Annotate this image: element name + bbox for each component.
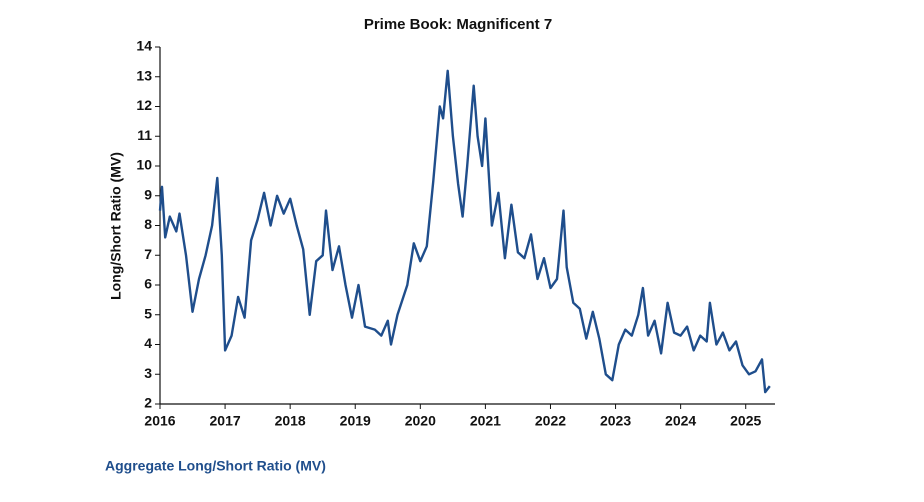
y-tick-label: 7 xyxy=(144,246,152,262)
legend-label: Aggregate Long/Short Ratio (MV) xyxy=(105,458,326,474)
y-tick-label: 5 xyxy=(144,305,152,321)
x-tick-label: 2020 xyxy=(405,413,436,429)
x-tick-label: 2016 xyxy=(144,413,175,429)
y-tick-label: 9 xyxy=(144,186,152,202)
x-tick-label: 2021 xyxy=(470,413,501,429)
y-tick-label: 6 xyxy=(144,276,152,292)
line-series xyxy=(158,69,771,394)
x-tick-label: 2017 xyxy=(210,413,241,429)
x-tick-label: 2018 xyxy=(275,413,306,429)
x-tick-label: 2025 xyxy=(730,413,761,429)
y-tick-label: 3 xyxy=(144,365,152,381)
y-tick-label: 4 xyxy=(144,335,152,351)
y-tick-label: 13 xyxy=(136,67,152,83)
y-tick-label: 8 xyxy=(144,216,152,232)
y-tick-label: 12 xyxy=(136,97,152,113)
y-tick-label: 2 xyxy=(144,395,152,411)
y-tick-label: 10 xyxy=(136,157,152,173)
y-axis-label: Long/Short Ratio (MV) xyxy=(108,152,124,300)
x-tick-label: 2019 xyxy=(340,413,371,429)
x-tick-label: 2023 xyxy=(600,413,631,429)
x-tick-label: 2024 xyxy=(665,413,696,429)
y-tick-label: 11 xyxy=(137,127,152,143)
y-tick-label: 14 xyxy=(136,38,152,54)
chart-title: Prime Book: Magnificent 7 xyxy=(364,16,552,33)
x-tick-label: 2022 xyxy=(535,413,566,429)
